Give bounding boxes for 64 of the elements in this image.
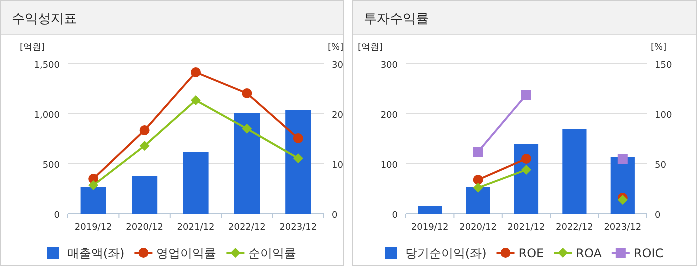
y-tick-label: 100 <box>380 161 398 171</box>
y-axis-title: [억원] <box>20 43 46 53</box>
y2-tick-label: 20 <box>332 111 344 121</box>
bar <box>183 152 209 214</box>
point <box>522 165 532 175</box>
point <box>191 68 201 78</box>
bar <box>562 129 587 214</box>
y-tick-label: 0 <box>392 211 398 221</box>
y2-tick-label: 10 <box>332 161 344 171</box>
y-tick-label: 0 <box>54 211 60 221</box>
point <box>522 90 532 100</box>
legend-label: 순이익률 <box>248 246 297 260</box>
bar <box>286 110 312 214</box>
x-tick-label: 2022/12 <box>556 223 594 233</box>
y-tick-label: 1,500 <box>34 61 60 71</box>
x-tick-label: 2023/12 <box>280 223 318 233</box>
point <box>473 183 484 193</box>
y2-axis-title: [%] <box>328 43 344 53</box>
legend-label: 영업이익률 <box>156 246 217 260</box>
y-axis-title: [억원] <box>358 43 384 53</box>
chart-title: 투자수익률 <box>364 12 429 27</box>
point <box>293 134 304 144</box>
y-tick-label: 1,000 <box>34 111 60 121</box>
x-tick-label: 2022/12 <box>228 223 266 233</box>
point <box>473 147 484 157</box>
bar <box>418 206 442 214</box>
y2-tick-label: 0 <box>332 211 338 221</box>
x-tick-label: 2020/12 <box>460 223 497 233</box>
x-tick-label: 2019/12 <box>74 223 112 233</box>
bar <box>514 144 539 214</box>
y-tick-label: 200 <box>380 111 398 121</box>
point <box>293 154 304 164</box>
point <box>140 141 150 151</box>
legend-label: ROE <box>518 246 544 260</box>
y2-tick-label: 50 <box>655 161 667 171</box>
chart-title: 수익성지표 <box>12 12 77 27</box>
y-tick-label: 500 <box>42 161 60 171</box>
legend-label: 당기순이익(좌) <box>405 246 487 260</box>
x-tick-label: 2021/12 <box>177 223 215 233</box>
y2-tick-label: 100 <box>655 111 672 121</box>
point <box>140 126 150 136</box>
bar <box>132 176 158 214</box>
x-tick-label: 2021/12 <box>508 223 546 233</box>
x-tick-label: 2023/12 <box>604 223 642 233</box>
y2-tick-label: 30 <box>332 61 344 71</box>
x-tick-label: 2019/12 <box>411 223 449 233</box>
legend-label: ROA <box>576 246 603 260</box>
y2-tick-label: 0 <box>655 211 661 221</box>
y2-tick-label: 150 <box>655 61 672 71</box>
point <box>522 154 532 164</box>
point <box>191 96 201 106</box>
x-tick-label: 2020/12 <box>126 223 164 233</box>
legend-label: ROIC <box>634 246 664 260</box>
point <box>242 88 252 98</box>
y2-axis-title: [%] <box>651 43 667 53</box>
legend-label: 매출액(좌) <box>67 246 125 260</box>
point <box>242 124 252 134</box>
bar <box>80 187 106 214</box>
point <box>473 175 484 185</box>
point <box>88 180 99 190</box>
bar <box>466 188 490 214</box>
bar <box>234 113 260 214</box>
y-tick-label: 300 <box>380 61 398 71</box>
point <box>618 154 628 164</box>
